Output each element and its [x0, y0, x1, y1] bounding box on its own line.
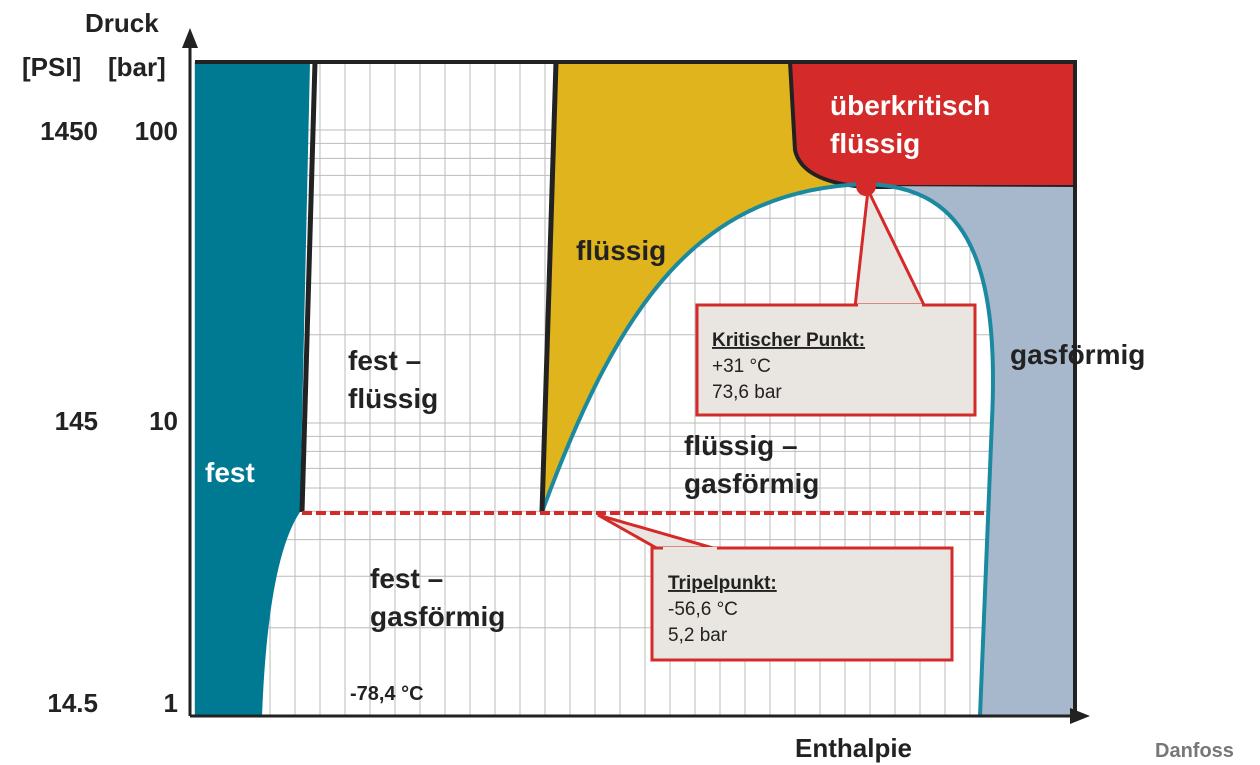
region-label: fest –: [348, 345, 421, 376]
callout-pointer: [853, 184, 927, 308]
callout-box: [695, 303, 977, 417]
y-arrow: [182, 28, 198, 48]
region-label: überkritisch: [830, 90, 990, 121]
region-label: gasförmig: [370, 601, 505, 632]
y-label-bar: 100: [135, 116, 178, 146]
frame: [195, 60, 1077, 716]
y-unit: [bar]: [108, 52, 166, 82]
callout-line: 5,2 bar: [668, 625, 728, 646]
region-label: fest: [205, 457, 255, 488]
saturation-curve: [540, 181, 995, 717]
region-solid: [195, 62, 310, 716]
y-label-psi: 1450: [40, 116, 98, 146]
callout-line: -56,6 °C: [668, 599, 738, 620]
melting-line: [299, 61, 318, 513]
region-gas: [870, 186, 1075, 716]
y-unit: [PSI]: [22, 52, 81, 82]
temperature-note: -78,4 °C: [350, 683, 424, 705]
callout-line: +31 °C: [712, 356, 771, 377]
callout-line: 73,6 bar: [712, 382, 782, 403]
x-arrow: [1070, 708, 1090, 724]
x-title: Enthalpie: [795, 733, 912, 763]
region-label: fest –: [370, 563, 443, 594]
region-label: flüssig: [830, 128, 920, 159]
callout-title: Tripelpunkt:: [668, 573, 777, 594]
region-liquid: [542, 62, 860, 512]
region-label: flüssig: [576, 235, 666, 266]
region-label: flüssig: [348, 383, 438, 414]
callout-title: Kritischer Punkt:: [712, 330, 865, 351]
y-label-bar: 10: [149, 406, 178, 436]
y-label-psi: 145: [55, 406, 98, 436]
y-label-bar: 1: [164, 688, 178, 718]
critical-point: [856, 176, 876, 196]
callout-pointer: [597, 513, 721, 552]
melting-line: [539, 61, 559, 513]
source: Danfoss: [1155, 740, 1234, 762]
region-label: flüssig –: [684, 430, 798, 461]
y-label-psi: 14.5: [47, 688, 98, 718]
region-label: gasförmig: [684, 468, 819, 499]
region-supercritical: [787, 60, 1077, 189]
callout-box: [650, 546, 954, 662]
region-label: gasförmig: [1010, 339, 1145, 370]
y-title: Druck: [85, 8, 159, 38]
